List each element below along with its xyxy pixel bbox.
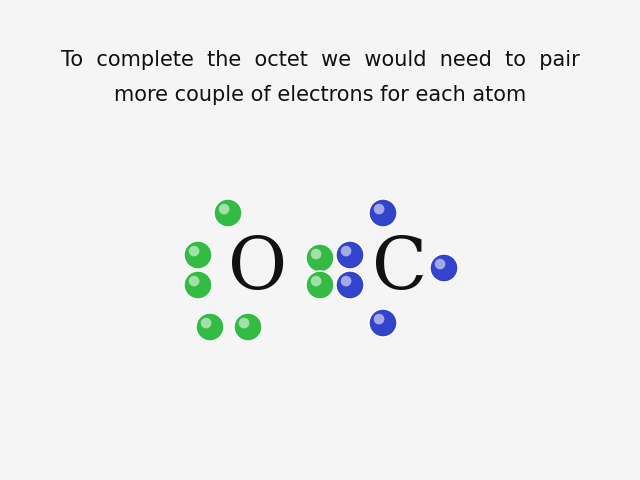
Circle shape: [189, 276, 200, 287]
Circle shape: [201, 318, 211, 328]
Circle shape: [189, 246, 200, 256]
Circle shape: [306, 244, 334, 272]
Circle shape: [369, 309, 397, 337]
Circle shape: [435, 259, 445, 269]
Text: To  complete  the  octet  we  would  need  to  pair: To complete the octet we would need to p…: [61, 50, 579, 70]
Text: more couple of electrons for each atom: more couple of electrons for each atom: [114, 85, 526, 105]
Circle shape: [336, 271, 364, 299]
Circle shape: [184, 241, 212, 269]
Circle shape: [340, 246, 351, 256]
Circle shape: [340, 276, 351, 287]
Circle shape: [306, 271, 334, 299]
Circle shape: [196, 313, 224, 341]
Circle shape: [311, 249, 321, 259]
Circle shape: [311, 276, 321, 287]
Text: O: O: [228, 235, 287, 305]
Circle shape: [369, 199, 397, 227]
Circle shape: [239, 318, 250, 328]
Circle shape: [214, 199, 242, 227]
Text: C: C: [372, 235, 428, 305]
Circle shape: [374, 314, 385, 324]
Circle shape: [184, 271, 212, 299]
Circle shape: [219, 204, 229, 215]
Circle shape: [430, 254, 458, 282]
Circle shape: [336, 241, 364, 269]
Circle shape: [374, 204, 385, 215]
Circle shape: [234, 313, 262, 341]
